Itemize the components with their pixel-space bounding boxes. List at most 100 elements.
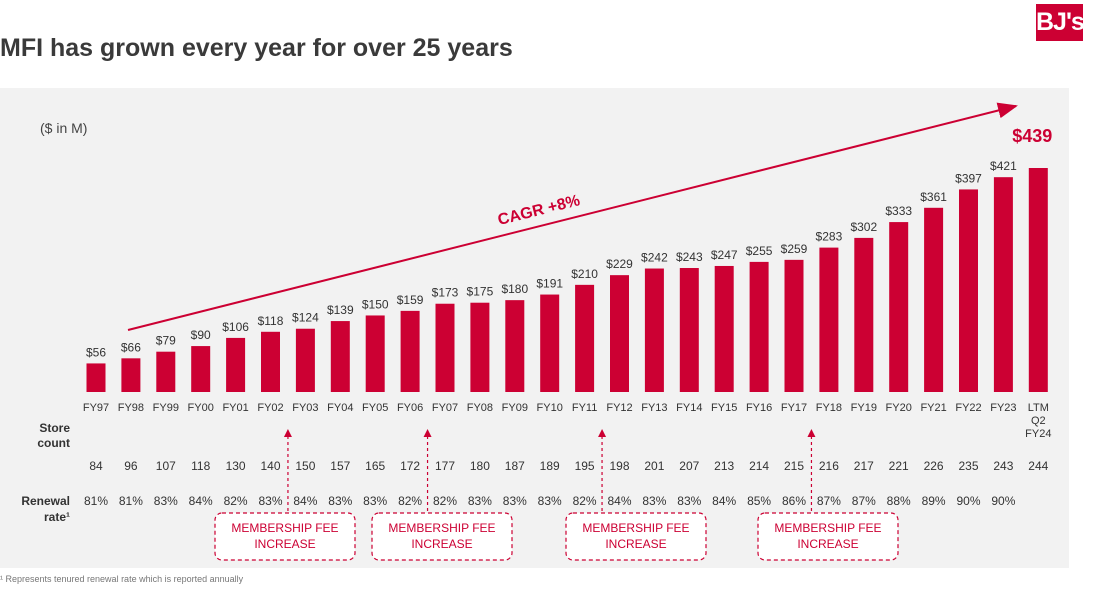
renewal-rate-value: 83% — [677, 494, 701, 508]
renewal-rate-value: 90% — [991, 494, 1015, 508]
bar-value-label: $283 — [816, 230, 843, 244]
store-count-value: 107 — [156, 459, 176, 473]
category-label: FY14 — [676, 402, 702, 414]
category-label: FY24 — [1025, 428, 1051, 440]
renewal-rate-value: 87% — [817, 494, 841, 508]
renewal-rate-value: 82% — [398, 494, 422, 508]
annotation-text: INCREASE — [797, 537, 858, 551]
bar-value-label: $118 — [258, 314, 284, 328]
category-label: FY09 — [502, 402, 528, 414]
category-label: FY06 — [397, 402, 423, 414]
store-count-value: 214 — [749, 459, 769, 473]
category-label: FY02 — [257, 402, 283, 414]
annotation-arrowhead — [283, 429, 292, 437]
bar-value-label: $124 — [292, 311, 319, 325]
bar-value-label: $333 — [885, 204, 912, 218]
bar-value-label: $159 — [397, 293, 424, 307]
annotation-arrowhead — [807, 429, 816, 437]
store-count-value: 235 — [958, 459, 978, 473]
annotation-arrowhead — [423, 429, 432, 437]
bar-value-label: $180 — [501, 282, 528, 296]
renewal-rate-value: 83% — [503, 494, 527, 508]
bar — [575, 284, 595, 392]
category-label: FY10 — [537, 402, 563, 414]
category-label: FY16 — [746, 402, 772, 414]
store-count-value: 118 — [191, 459, 210, 473]
annotation-box — [565, 512, 707, 561]
renewal-rate-value: 88% — [887, 494, 911, 508]
category-label: FY01 — [222, 402, 248, 414]
category-label: FY04 — [327, 402, 353, 414]
bar-value-label: $421 — [990, 159, 1017, 173]
renewal-rate-value: 83% — [154, 494, 178, 508]
store-count-row-label: count — [37, 436, 70, 450]
bar — [1028, 168, 1048, 392]
store-count-value: 201 — [644, 459, 664, 473]
footnote: ¹ Represents tenured renewal rate which … — [0, 574, 244, 584]
renewal-rate-value: 83% — [328, 494, 352, 508]
category-label: FY98 — [118, 402, 144, 414]
bar — [644, 268, 664, 392]
annotation-text: MEMBERSHIP FEE — [774, 521, 881, 535]
store-count-value: 177 — [435, 459, 455, 473]
unit-label: ($ in M) — [40, 120, 87, 136]
renewal-rate-value: 89% — [922, 494, 946, 508]
bar-value-label: $255 — [746, 244, 773, 258]
cagr-arrow — [127, 102, 1018, 331]
bar — [924, 207, 944, 392]
renewal-row-label: rate¹ — [44, 510, 70, 524]
bar-value-label: $106 — [222, 320, 249, 334]
bar — [400, 310, 420, 392]
store-count-value: 221 — [889, 459, 909, 473]
renewal-rate-value: 83% — [363, 494, 387, 508]
store-count-value: 157 — [330, 459, 350, 473]
bar — [610, 275, 629, 392]
bar — [121, 358, 141, 392]
bar-value-label: $229 — [606, 257, 633, 271]
category-label: FY97 — [83, 402, 109, 414]
category-label: FY12 — [606, 402, 632, 414]
store-count-value: 165 — [365, 459, 385, 473]
bar-value-label: $139 — [327, 303, 354, 317]
store-count-value: 96 — [124, 459, 138, 473]
bar-value-label: $361 — [920, 190, 947, 204]
annotation-text: MEMBERSHIP FEE — [582, 521, 689, 535]
bar — [854, 237, 874, 392]
renewal-rate-value: 81% — [84, 494, 108, 508]
category-label: FY00 — [188, 402, 214, 414]
annotation-text: MEMBERSHIP FEE — [231, 521, 338, 535]
cagr-label: CAGR +8% — [496, 192, 582, 229]
category-label: FY23 — [990, 402, 1016, 414]
renewal-row-label: Renewal — [21, 494, 70, 508]
renewal-rate-value: 85% — [747, 494, 771, 508]
store-count-value: 217 — [854, 459, 874, 473]
highlight-value-label: $439 — [1012, 126, 1052, 146]
bar — [784, 259, 804, 392]
category-label: FY17 — [781, 402, 807, 414]
renewal-rate-value: 84% — [293, 494, 317, 508]
category-label: FY07 — [432, 402, 458, 414]
annotation-box — [371, 512, 513, 561]
annotation-text: INCREASE — [605, 537, 666, 551]
renewal-rate-value: 82% — [573, 494, 597, 508]
bar-value-label: $397 — [955, 171, 982, 185]
category-label: LTM — [1028, 402, 1049, 414]
bar — [993, 177, 1013, 392]
annotation-arrowhead — [598, 429, 607, 437]
bar — [295, 328, 315, 392]
store-count-value: 189 — [540, 459, 560, 473]
category-label: FY21 — [920, 402, 946, 414]
renewal-rate-value: 87% — [852, 494, 876, 508]
store-count-value: 180 — [470, 459, 490, 473]
renewal-rate-value: 83% — [258, 494, 282, 508]
store-count-row-label: Store — [39, 421, 70, 435]
store-count-value: 226 — [924, 459, 944, 473]
category-label: FY03 — [292, 402, 318, 414]
page-title: MFI has grown every year for over 25 yea… — [0, 34, 513, 62]
bar-value-label: $90 — [191, 328, 211, 342]
store-count-value: 187 — [505, 459, 525, 473]
bar — [226, 337, 246, 392]
renewal-rate-value: 84% — [712, 494, 736, 508]
bar — [819, 247, 839, 392]
